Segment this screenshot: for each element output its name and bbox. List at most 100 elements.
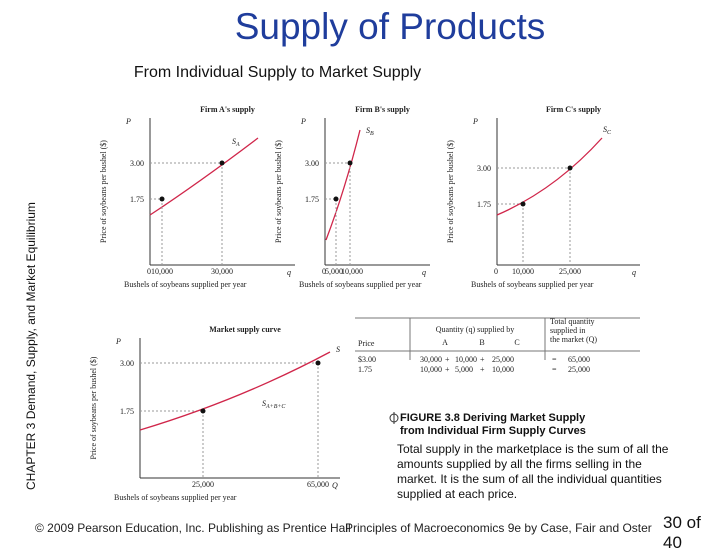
x-axis-label: Bushels of soybeans supplied per year [299,280,422,289]
table-cell: + [480,355,485,364]
curve-label-sub: C [607,130,612,136]
x-symbol: q [632,268,636,277]
x-tick-label: 65,000 [307,480,329,489]
y-symbol: P [300,117,306,126]
x-tick-label: 25,000 [559,267,581,276]
table-cell: + [445,365,450,374]
point [567,165,573,171]
table-header: Quantity (q) supplied by [436,325,514,334]
origin-label: 0 [322,267,326,276]
table-cell: 25,000 [568,365,590,374]
x-tick-label: 5,000 [325,267,343,276]
y-axis-label: Price of soybeans per bushel ($) [446,140,455,243]
supply-curve [496,137,603,216]
y-tick-label: 3.00 [130,159,144,168]
table-header: Price [358,339,375,348]
x-axis-label: Bushels of soybeans supplied per year [124,280,247,289]
y-axis-label: Price of soybeans per bushel ($) [99,140,108,243]
y-tick-label: 3.00 [120,359,134,368]
panel-title: Firm A's supply [200,105,255,114]
caption-body: Total supply in the marketplace is the s… [397,442,669,501]
table-header: Total quantity [550,317,595,326]
curve-label-main: S [336,345,340,354]
y-tick-label: 3.00 [305,159,319,168]
x-tick-label: 10,000 [512,267,534,276]
table-cell: 1.75 [358,365,372,374]
origin-label: 0 [147,267,151,276]
curve-label-main: S [366,126,370,135]
y-tick-label: 1.75 [477,200,491,209]
x-tick-label: 30,000 [211,267,233,276]
x-tick-label: 10,000 [151,267,173,276]
table-cell: + [445,355,450,364]
y-symbol: P [125,117,131,126]
table-cell: 25,000 [492,355,514,364]
y-tick-label: 3.00 [477,164,491,173]
point [315,360,321,366]
point [347,160,353,166]
table-cell: $3.00 [358,355,376,364]
point [200,408,206,414]
slide-title: Supply of Products [234,6,546,47]
table-cell: 5,000 [455,365,473,374]
x-symbol: q [422,268,426,277]
table-cell: 65,000 [568,355,590,364]
y-axis-label: Price of soybeans per bushel ($) [274,140,283,243]
table-cell: + [480,365,485,374]
point [333,196,339,202]
curve-label-sub: A [235,142,240,148]
curve-label-sub: A+B+C [265,404,286,410]
page-number: 30 of 40 [663,513,701,552]
y-tick-label: 1.75 [305,195,319,204]
table-cell: 10,000 [455,355,477,364]
curve-label: SB [366,126,374,137]
table-cell: = [552,355,557,364]
table-header: A [442,338,448,347]
curve-label-sub: B [370,131,374,137]
table-header: supplied in [550,326,585,335]
panel-title: Market supply curve [209,325,281,334]
supply-curve [325,129,361,241]
table-cell: 10,000 [492,365,514,374]
x-tick-label: 10,000 [341,267,363,276]
x-symbol: q [287,268,291,277]
curve-label-main: S [232,137,236,146]
caption-line: from Individual Firm Supply Curves [400,425,586,437]
caption-line: FIGURE 3.8 Deriving Market Supply [400,412,586,424]
table-cell: 30,000 [420,355,442,364]
book-title: Principles of Macroeconomics 9e by Case,… [345,521,652,535]
table-header: B [479,338,484,347]
x-axis-label: Bushels of soybeans supplied per year [471,280,594,289]
point [219,160,225,166]
point [520,201,526,207]
figure-caption: FIGURE 3.8 Deriving Market Supply from In… [400,412,670,438]
x-symbol: Q [332,481,338,490]
supply-curve [139,351,331,431]
curve-label: S [336,345,340,354]
panel-title: Firm B's supply [355,105,410,114]
slide: Supply of Products From Individual Suppl… [24,6,701,552]
origin-label: 0 [494,267,498,276]
curve-label-main: S [603,125,607,134]
y-symbol: P [472,117,478,126]
y-tick-label: 1.75 [130,195,144,204]
curve-label: SC [603,125,612,136]
x-tick-label: 25,000 [192,480,214,489]
panel-title: Firm C's supply [546,105,601,114]
supply-curve [149,137,259,216]
figure: Firm A's supply Pq Price of soybeans per b… [89,105,640,502]
curve-label: SA [232,137,240,148]
y-tick-label: 1.75 [120,407,134,416]
copyright: © 2009 Pearson Education, Inc. Publishin… [35,521,351,535]
curve-label: SA+B+C [262,399,286,410]
y-axis-label: Price of soybeans per bushel ($) [89,356,98,459]
table-cell: = [552,365,557,374]
point [159,196,165,202]
table-header: C [514,338,519,347]
x-axis-label: Bushels of soybeans supplied per year [114,493,237,502]
table-header: the market (Q) [550,335,597,344]
curve-label-main: S [262,399,266,408]
slide-subtitle: From Individual Supply to Market Supply [133,64,422,81]
table-cell: 10,000 [420,365,442,374]
y-symbol: P [115,337,121,346]
